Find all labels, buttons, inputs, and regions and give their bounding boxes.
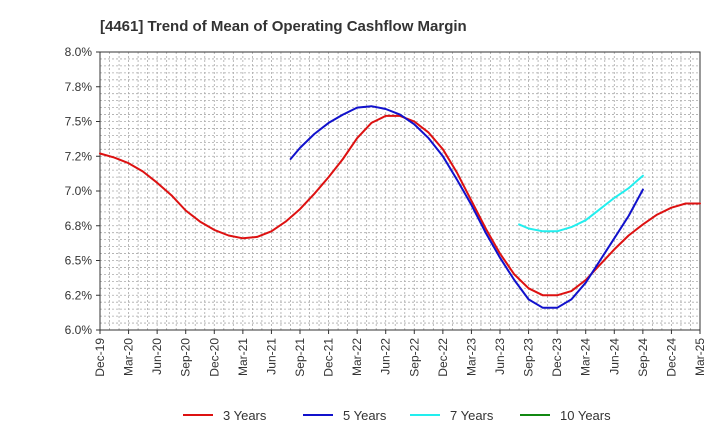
grid-layer <box>100 52 700 330</box>
x-axis: Dec-19 Mar-20 Jun-20 Sep-20 Dec-20 Mar-21 Jun-… <box>93 330 707 377</box>
x-tick-label: Jun-24 <box>607 338 621 375</box>
x-tick-label: Dec-21 <box>322 338 336 377</box>
series-line-7-years <box>518 174 644 233</box>
x-tick-label: Jun-22 <box>379 338 393 375</box>
x-tick-label: Sep-22 <box>407 338 421 377</box>
x-tick-label: Jun-20 <box>150 338 164 375</box>
x-tick-label: Jun-21 <box>264 338 278 375</box>
x-tick-label: Jun-23 <box>493 338 507 375</box>
y-axis: 8.0% 7.8% 7.5% 7.2% 7.0% 6.8% 6.5% 6.2% 6.0% <box>65 45 100 337</box>
x-tick-label: Sep-24 <box>636 338 650 377</box>
y-tick-label: 6.5% <box>65 254 93 268</box>
series-line-5-years <box>289 105 644 309</box>
chart-title: [4461] Trend of Mean of Operating Cashfl… <box>100 18 467 35</box>
x-tick-label: Mar-23 <box>464 338 478 376</box>
y-tick-label: 6.0% <box>65 323 93 337</box>
y-tick-label: 7.5% <box>65 115 93 129</box>
series-line-3-years <box>99 114 701 297</box>
legend-label: 5 Years <box>343 408 387 423</box>
x-tick-label: Dec-22 <box>436 338 450 377</box>
x-tick-label: Dec-20 <box>207 338 221 377</box>
y-tick-label: 7.0% <box>65 184 93 198</box>
x-tick-label: Sep-20 <box>179 338 193 377</box>
x-tick-label: Sep-21 <box>293 338 307 377</box>
x-tick-label: Mar-20 <box>122 338 136 376</box>
x-tick-label: Dec-19 <box>93 338 107 377</box>
legend: 3 Years 5 Years 7 Years 10 Years <box>183 408 611 423</box>
y-tick-label: 6.2% <box>65 288 93 302</box>
x-tick-label: Dec-23 <box>550 338 564 377</box>
y-tick-label: 7.8% <box>65 80 93 94</box>
x-tick-label: Mar-24 <box>579 338 593 376</box>
x-tick-label: Dec-24 <box>664 338 678 377</box>
legend-label: 3 Years <box>223 408 267 423</box>
x-tick-label: Sep-23 <box>522 338 536 377</box>
x-tick-label: Mar-21 <box>236 338 250 376</box>
y-tick-label: 8.0% <box>65 45 93 59</box>
series-layer <box>99 105 701 309</box>
legend-label: 7 Years <box>450 408 494 423</box>
legend-label: 10 Years <box>560 408 611 423</box>
x-tick-label: Mar-25 <box>693 338 707 376</box>
x-tick-label: Mar-22 <box>350 338 364 376</box>
y-tick-label: 6.8% <box>65 219 93 233</box>
y-tick-label: 7.2% <box>65 149 93 163</box>
